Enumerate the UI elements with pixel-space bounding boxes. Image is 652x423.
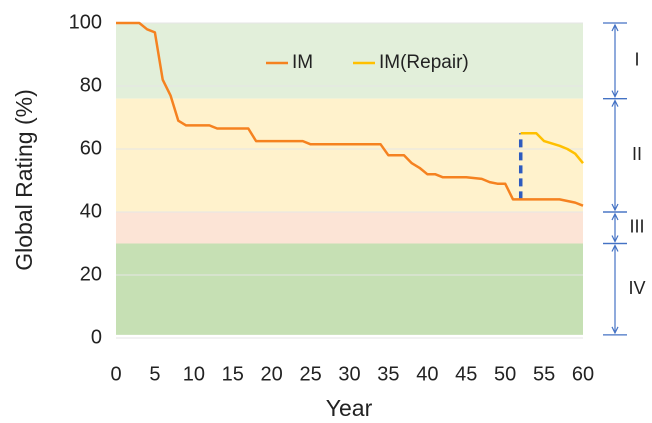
x-tick-label: 60: [572, 363, 594, 385]
bracket-arrow: [611, 235, 619, 243]
x-tick-label: 5: [149, 363, 160, 385]
bracket-arrow: [611, 212, 619, 221]
x-axis-label: Year: [326, 395, 373, 421]
y-tick-label: 80: [80, 74, 102, 96]
series-line: [116, 21, 584, 207]
series-line: [520, 132, 584, 164]
x-tick-label: 45: [455, 363, 477, 385]
bracket-arrow: [611, 90, 619, 98]
bracket-arrow: [611, 99, 619, 107]
band: [116, 98, 583, 212]
legend-label: IM(Repair): [379, 52, 469, 73]
x-tick-label: 15: [222, 363, 244, 385]
bracket-arrow: [611, 326, 619, 335]
band-label: I: [634, 50, 639, 70]
y-tick-label: 0: [91, 326, 102, 348]
x-tick-label: 0: [110, 363, 121, 385]
legend-label: IM: [292, 52, 313, 73]
x-tick-label: 40: [416, 363, 438, 385]
band: [116, 212, 583, 244]
x-tick-label: 10: [183, 363, 205, 385]
band-label: II: [632, 144, 642, 164]
band: [116, 23, 583, 99]
band: [116, 243, 583, 335]
x-tick-label: 55: [533, 363, 555, 385]
y-tick-label: 60: [80, 137, 102, 159]
x-tick-label: 30: [338, 363, 360, 385]
x-tick-label: 35: [377, 363, 399, 385]
x-tick-label: 20: [261, 363, 283, 385]
bracket-arrow: [611, 203, 619, 212]
bracket-arrow: [611, 244, 619, 252]
x-tick-label: 25: [299, 363, 321, 385]
y-tick-label: 20: [80, 263, 102, 285]
y-tick-label: 40: [80, 200, 102, 222]
y-axis-label: Global Rating (%): [11, 89, 37, 271]
y-tick-label: 100: [69, 11, 102, 33]
bracket-arrow: [611, 23, 619, 32]
x-tick-label: 50: [494, 363, 516, 385]
band-label: III: [629, 217, 644, 237]
band-label: IV: [628, 278, 645, 298]
